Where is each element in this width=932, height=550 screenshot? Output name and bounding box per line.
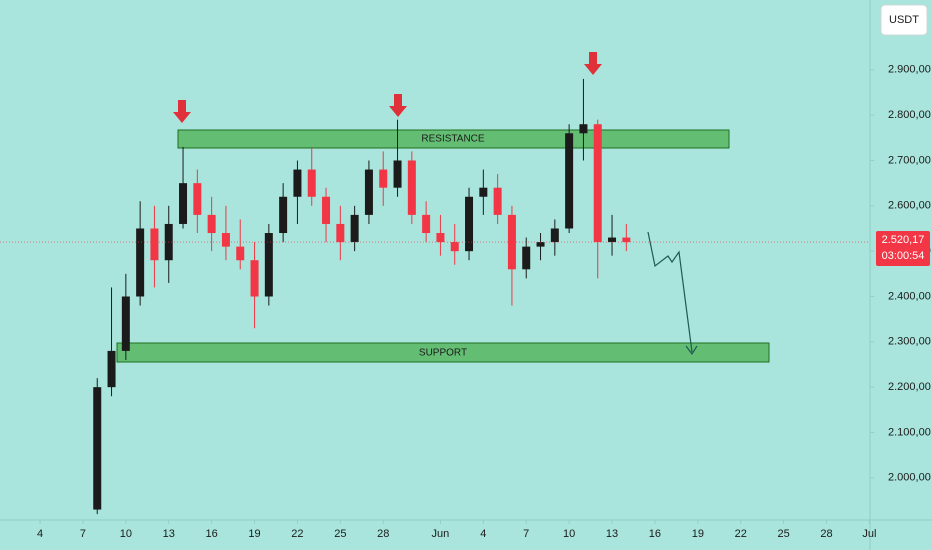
candle-body bbox=[565, 133, 574, 229]
x-tick-label: 10 bbox=[120, 528, 132, 540]
candle-body bbox=[264, 233, 273, 297]
candle-body bbox=[121, 296, 130, 351]
candle-body bbox=[393, 160, 402, 188]
x-tick-label: 10 bbox=[563, 528, 575, 540]
candle-body bbox=[93, 387, 102, 510]
x-tick-label: 19 bbox=[248, 528, 260, 540]
y-tick-label: 2.100,00 bbox=[888, 426, 931, 438]
y-tick-label: 2.400,00 bbox=[888, 290, 931, 302]
x-tick-label: 22 bbox=[735, 528, 747, 540]
candle-body bbox=[107, 350, 116, 388]
candle-body bbox=[593, 124, 602, 243]
arrow-down bbox=[173, 100, 191, 123]
candle-body bbox=[307, 169, 316, 197]
arrow-down bbox=[389, 94, 407, 117]
x-tick-label: 28 bbox=[820, 528, 832, 540]
candle-body bbox=[450, 242, 459, 252]
currency-button[interactable] bbox=[880, 4, 928, 36]
x-tick-label: 7 bbox=[80, 528, 86, 540]
candle-body bbox=[279, 196, 288, 234]
candles bbox=[93, 78, 631, 515]
x-tick-label: 4 bbox=[480, 528, 486, 540]
x-tick-label: 16 bbox=[206, 528, 218, 540]
candle-body bbox=[336, 223, 345, 243]
candle-body bbox=[293, 169, 302, 197]
candle-body bbox=[136, 228, 145, 297]
candle-body bbox=[465, 196, 474, 252]
candle-body bbox=[193, 183, 202, 215]
candle-body bbox=[179, 183, 188, 224]
candle-body bbox=[250, 260, 259, 297]
candle-body bbox=[221, 233, 230, 247]
x-tick-label: 13 bbox=[163, 528, 175, 540]
support-zone bbox=[116, 342, 770, 363]
candle-body bbox=[322, 196, 331, 224]
candle-body bbox=[536, 242, 545, 247]
y-tick-label: 2.900,00 bbox=[888, 64, 931, 76]
candle-body bbox=[579, 124, 588, 134]
x-tick-label: 7 bbox=[523, 528, 529, 540]
candle-body bbox=[507, 214, 516, 270]
candle-body bbox=[207, 214, 216, 234]
projection-arrowhead bbox=[685, 345, 698, 356]
y-tick-label: 2.000,00 bbox=[888, 472, 931, 484]
candle-body bbox=[550, 228, 559, 243]
y-tick-label: 2.700,00 bbox=[888, 154, 931, 166]
y-tick-label: 2.800,00 bbox=[888, 109, 931, 121]
x-tick-label: 16 bbox=[649, 528, 661, 540]
x-tick-label: 4 bbox=[37, 528, 43, 540]
x-tick-label: 25 bbox=[778, 528, 790, 540]
candle-body bbox=[522, 246, 531, 270]
zones: RESISTANCE SUPPORT bbox=[116, 129, 770, 363]
y-tick-label: 2.600,00 bbox=[888, 200, 931, 212]
last-price-box bbox=[876, 231, 930, 267]
arrow-down bbox=[584, 52, 602, 75]
candle-body bbox=[379, 169, 388, 188]
last-price-label: 2.520,17 bbox=[882, 234, 925, 246]
y-tick-label: 2.200,00 bbox=[888, 381, 931, 393]
candle-body bbox=[407, 160, 416, 215]
x-tick-label: Jul bbox=[862, 528, 876, 540]
x-tick-label: 19 bbox=[692, 528, 704, 540]
candle-body bbox=[608, 237, 617, 243]
resistance-label: RESISTANCE bbox=[421, 134, 484, 145]
x-tick-label: 13 bbox=[606, 528, 618, 540]
candle-body bbox=[150, 228, 159, 261]
countdown-label: 03:00:54 bbox=[882, 250, 925, 262]
y-tick-label: 2.300,00 bbox=[888, 336, 931, 348]
resistance-zone bbox=[177, 129, 730, 149]
currency-label: USDT bbox=[889, 14, 919, 26]
projection-path bbox=[647, 231, 693, 353]
candle-body bbox=[422, 214, 431, 234]
support-label: SUPPORT bbox=[419, 348, 467, 359]
candle-body bbox=[236, 246, 245, 261]
candle-body bbox=[479, 187, 488, 197]
candle-body bbox=[364, 169, 373, 215]
candle-body bbox=[350, 214, 359, 243]
candle-body bbox=[436, 233, 445, 243]
x-tick-label: 25 bbox=[334, 528, 346, 540]
x-tick-label: 22 bbox=[291, 528, 303, 540]
x-tick-label: Jun bbox=[432, 528, 450, 540]
x-tick-label: 28 bbox=[377, 528, 389, 540]
candle-body bbox=[493, 187, 502, 215]
candle-body bbox=[622, 237, 631, 243]
